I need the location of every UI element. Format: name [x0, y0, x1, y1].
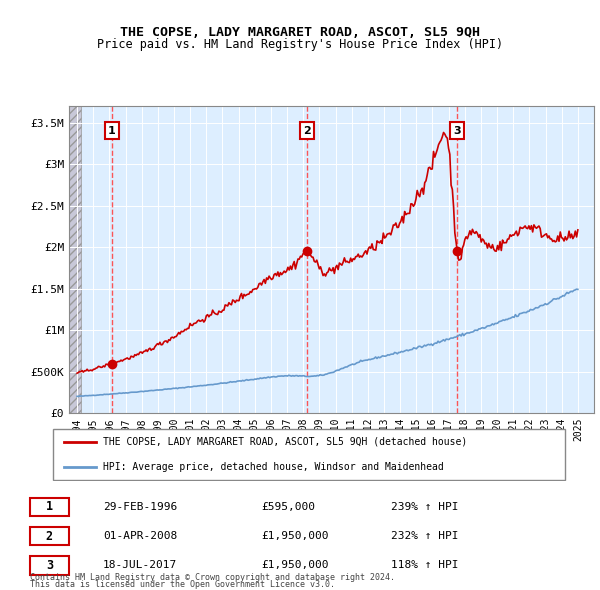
Bar: [69, 106, 81, 413]
Text: Contains HM Land Registry data © Crown copyright and database right 2024.: Contains HM Land Registry data © Crown c…: [30, 573, 395, 582]
Text: 239% ↑ HPI: 239% ↑ HPI: [391, 502, 458, 512]
Text: 2: 2: [46, 530, 53, 543]
Text: Price paid vs. HM Land Registry's House Price Index (HPI): Price paid vs. HM Land Registry's House …: [97, 38, 503, 51]
Text: This data is licensed under the Open Government Licence v3.0.: This data is licensed under the Open Gov…: [30, 580, 335, 589]
Text: 18-JUL-2017: 18-JUL-2017: [103, 560, 177, 571]
Text: 3: 3: [454, 126, 461, 136]
Text: THE COPSE, LADY MARGARET ROAD, ASCOT, SL5 9QH: THE COPSE, LADY MARGARET ROAD, ASCOT, SL…: [120, 26, 480, 39]
Text: 3: 3: [46, 559, 53, 572]
Text: £595,000: £595,000: [261, 502, 315, 512]
FancyBboxPatch shape: [29, 556, 69, 575]
Text: HPI: Average price, detached house, Windsor and Maidenhead: HPI: Average price, detached house, Wind…: [103, 462, 444, 472]
Text: 2: 2: [304, 126, 311, 136]
Text: 232% ↑ HPI: 232% ↑ HPI: [391, 531, 458, 541]
Text: 118% ↑ HPI: 118% ↑ HPI: [391, 560, 458, 571]
Text: 1: 1: [108, 126, 116, 136]
FancyBboxPatch shape: [53, 429, 565, 480]
Text: 01-APR-2008: 01-APR-2008: [103, 531, 177, 541]
Text: 29-FEB-1996: 29-FEB-1996: [103, 502, 177, 512]
Text: THE COPSE, LADY MARGARET ROAD, ASCOT, SL5 9QH (detached house): THE COPSE, LADY MARGARET ROAD, ASCOT, SL…: [103, 437, 467, 447]
Text: £1,950,000: £1,950,000: [261, 531, 328, 541]
Text: £1,950,000: £1,950,000: [261, 560, 328, 571]
FancyBboxPatch shape: [29, 527, 69, 545]
FancyBboxPatch shape: [29, 498, 69, 516]
Text: 1: 1: [46, 500, 53, 513]
